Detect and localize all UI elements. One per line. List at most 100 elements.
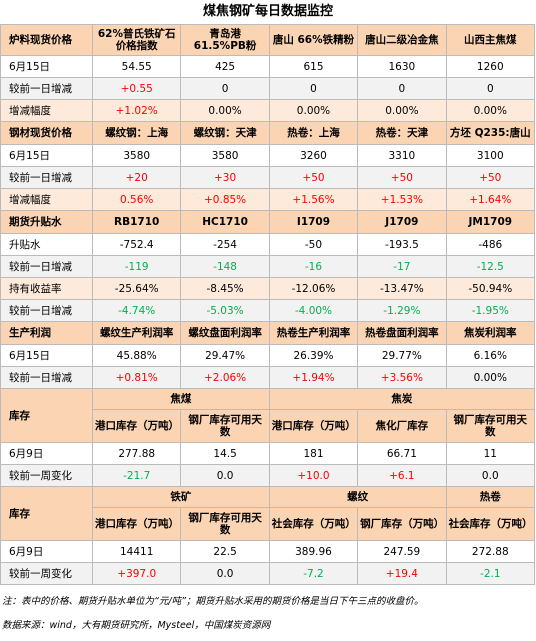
table-cell: +20 — [91, 166, 182, 189]
table-row: 较前一日增减 +0.81% +2.06% +1.94% +3.56% 0.00% — [0, 366, 536, 389]
table-cell: 389.96 — [268, 540, 359, 563]
table-row: 6月15日 45.88% 29.47% 26.39% 29.77% 6.16% — [0, 344, 536, 367]
table-row: 较前一日增减 -4.74% -5.03% -4.00% -1.29% -1.95% — [0, 299, 536, 322]
table-cell: 港口库存（万吨） — [91, 409, 182, 443]
table-cell: 较前一周变化 — [0, 464, 93, 487]
table-cell: +50 — [357, 166, 447, 189]
table-row: 钢材现货价格 螺纹钢：上海 螺纹钢：天津 热卷：上海 热卷：天津 方坯 Q235:唐山 — [0, 121, 536, 145]
table-cell: -193.5 — [357, 233, 447, 256]
table-cell: -4.00% — [268, 299, 359, 322]
source: 数据来源：wind，大有期货研究所，Mysteel，中国煤炭资源网 — [2, 620, 271, 631]
table-row: 升贴水 -752.4 -254 -50 -193.5 -486 — [0, 233, 536, 256]
table-cell: -13.47% — [357, 277, 447, 300]
table-cell: +397.0 — [91, 562, 182, 585]
table-cell: 较前一周变化 — [0, 562, 93, 585]
table-cell: 29.77% — [357, 344, 447, 367]
table-cell: 较前一日增减 — [0, 77, 93, 100]
table-cell: +3.56% — [357, 366, 447, 389]
table-cell: 66.71 — [357, 442, 447, 465]
table-cell: 炉料现货价格 — [0, 24, 93, 56]
table-cell: +19.4 — [357, 562, 447, 585]
table-cell: 热卷生产利润率 — [268, 321, 359, 345]
table-cell: +1.02% — [91, 99, 182, 122]
table-cell: -1.95% — [445, 299, 536, 322]
table-cell: 45.88% — [91, 344, 182, 367]
table-cell: 14.5 — [180, 442, 270, 465]
table-cell: 0.00% — [180, 99, 270, 122]
table-cell: 钢材现货价格 — [0, 121, 93, 145]
table-cell: -8.45% — [180, 277, 270, 300]
table-cell: -254 — [180, 233, 270, 256]
table-cell: -12.06% — [268, 277, 359, 300]
table-row: 港口库存（万吨） 钢厂库存可用天数 社会库存（万吨） 钢厂库存（万吨） 社会库存（万吨） — [1, 507, 536, 541]
note: 注：表中的价格、期货升贴水单位为“元/吨”；期货升贴水采用的期货价格是当日下午三… — [2, 596, 424, 607]
table-cell: 3260 — [268, 144, 359, 167]
table-cell: J1709 — [357, 210, 447, 234]
table-cell: 社会库存（万吨） — [268, 507, 359, 541]
table-cell: 3580 — [91, 144, 182, 167]
table-cell: +6.1 — [357, 464, 447, 487]
table-row: 库存 焦煤 焦炭 — [0, 388, 536, 443]
table-cell: 0.0 — [445, 464, 536, 487]
table-cell: 库存 — [0, 486, 93, 541]
table-cell: +50 — [268, 166, 359, 189]
table-cell: 库存 — [0, 388, 93, 443]
table-cell: 热卷：天津 — [357, 121, 447, 145]
table-cell: 山西主焦煤 — [445, 24, 536, 56]
table-cell: +50 — [445, 166, 536, 189]
table-cell: +10.0 — [268, 464, 359, 487]
table-row: 生产利润 螺纹生产利润率 螺纹盘面利润率 热卷生产利润率 热卷盘面利润率 焦炭利润率 — [0, 321, 536, 345]
table-cell: -2.1 — [445, 562, 536, 585]
table-cell: 0 — [357, 77, 447, 100]
table-cell: -5.03% — [180, 299, 270, 322]
table-cell: 期货升贴水 — [0, 210, 93, 234]
table-cell: -4.74% — [91, 299, 182, 322]
table-cell: -752.4 — [91, 233, 182, 256]
table-cell: 3580 — [180, 144, 270, 167]
table-cell: 425 — [180, 55, 270, 78]
table-cell: +0.55 — [91, 77, 182, 100]
table-cell: 0 — [268, 77, 359, 100]
table-cell: 54.55 — [91, 55, 182, 78]
table-cell: 社会库存（万吨） — [445, 507, 536, 541]
table-cell: 焦煤 — [92, 388, 270, 410]
table-cell: 港口库存（万吨） — [91, 507, 182, 541]
table-cell: 增减幅度 — [0, 188, 93, 211]
table-cell: 0.00% — [445, 99, 536, 122]
table-cell: 较前一日增减 — [0, 299, 93, 322]
table-cell: 1260 — [445, 55, 536, 78]
table-cell: -7.2 — [268, 562, 359, 585]
table-cell: -16 — [268, 255, 359, 278]
table-cell: -21.7 — [91, 464, 182, 487]
table-cell: 热卷 — [445, 486, 536, 508]
table-cell: +0.85% — [180, 188, 270, 211]
table-cell: 0.0 — [180, 464, 270, 487]
table-cell: 螺纹盘面利润率 — [180, 321, 270, 345]
table-cell: 螺纹钢：上海 — [91, 121, 182, 145]
data-table: 炉料现货价格 62%普氏铁矿石价格指数 青岛港 61.5%PB粉 唐山 66%铁精粉唐… — [0, 24, 536, 585]
table-cell: 6月9日 — [0, 540, 93, 563]
table-cell: 14411 — [91, 540, 182, 563]
table-cell: 6月15日 — [0, 344, 93, 367]
table-row: 较前一周变化 -21.7 0.0 +10.0 +6.1 0.0 — [0, 464, 536, 487]
table-cell: 272.88 — [445, 540, 536, 563]
table-row: 6月15日 3580 3580 3260 3310 3100 — [0, 144, 536, 167]
table-cell: 0.00% — [268, 99, 359, 122]
table-cell: 6月15日 — [0, 144, 93, 167]
table-row: 6月9日 14411 22.5 389.96 247.59 272.88 — [0, 540, 536, 563]
table-cell: 青岛港 61.5%PB粉 — [180, 24, 270, 56]
table-row: 持有收益率 -25.64% -8.45% -12.06% -13.47% -50.94% — [0, 277, 536, 300]
table-cell: 升贴水 — [0, 233, 93, 256]
table-row: 港口库存（万吨） 钢厂库存可用天数 港口库存（万吨） 焦化厂库存 钢厂库存可用天数 — [1, 409, 536, 443]
table-cell: 较前一日增减 — [0, 366, 93, 389]
table-row: 期货升贴水 RB1710 HC1710 I1709 J1709 JM1709 — [0, 210, 536, 234]
table-cell: 螺纹钢：天津 — [180, 121, 270, 145]
table-cell: +0.81% — [91, 366, 182, 389]
table-cell: +1.64% — [445, 188, 536, 211]
table-cell: 26.39% — [268, 344, 359, 367]
table-cell: 螺纹 — [268, 486, 447, 508]
table-cell: 较前一日增减 — [0, 255, 93, 278]
table-row: 较前一日增减 -119 -148 -16 -17 -12.5 — [0, 255, 536, 278]
table-cell: 277.88 — [91, 442, 182, 465]
